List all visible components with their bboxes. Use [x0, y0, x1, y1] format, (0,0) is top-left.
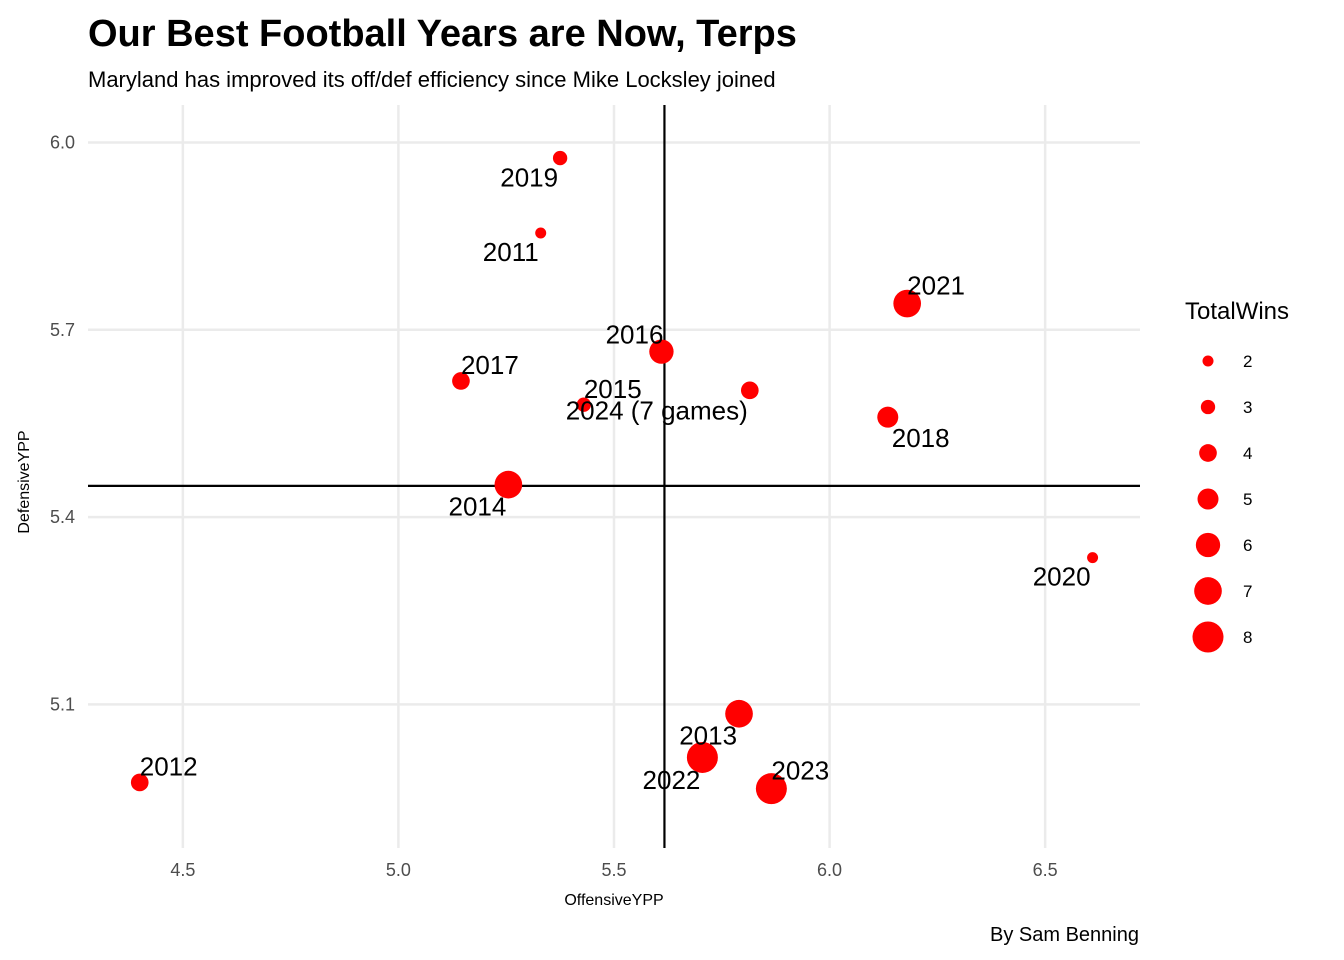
y-axis-title: DefensiveYPP: [16, 430, 33, 533]
legend-label: 8: [1243, 628, 1252, 647]
x-tick-label: 6.0: [817, 860, 842, 880]
data-point: [755, 773, 787, 805]
y-tick-label: 5.7: [50, 320, 75, 340]
legend-label: 2: [1243, 352, 1252, 371]
legend-key: [1195, 532, 1221, 558]
reference-lines: [88, 105, 1140, 848]
y-axis-ticks: 5.1 5.4 5.7 6.0: [50, 132, 75, 714]
point-label: 2016: [606, 319, 664, 349]
point-label: 2019: [500, 163, 558, 193]
legend-label: 3: [1243, 398, 1252, 417]
data-point: [686, 741, 718, 773]
data-points: [130, 150, 1099, 805]
x-axis-ticks: 4.5 5.0 5.5 6.0 6.5: [170, 860, 1057, 880]
legend-title: TotalWins: [1185, 298, 1289, 325]
legend-label: 6: [1243, 536, 1252, 555]
legend-key: [1197, 488, 1219, 510]
legend-key: [1200, 399, 1216, 415]
point-label: 2018: [892, 423, 950, 453]
point-label: 2011: [483, 237, 539, 267]
chart-caption: By Sam Benning: [990, 924, 1139, 946]
point-label: 2014: [449, 491, 507, 521]
legend-key: [1194, 577, 1222, 605]
data-point: [649, 339, 674, 364]
grid-lines: [88, 105, 1140, 848]
data-point: [725, 699, 753, 728]
x-axis-title: OffensiveYPP: [564, 892, 663, 909]
legend-label: 5: [1243, 490, 1252, 509]
legend-key: [1199, 444, 1217, 462]
chart-title: Our Best Football Years are Now, Terps: [88, 13, 797, 55]
legend-label: 7: [1243, 582, 1252, 601]
data-point: [535, 227, 547, 239]
data-point: [576, 397, 591, 412]
data-point: [452, 372, 470, 390]
point-label: 2012: [140, 751, 198, 781]
data-point: [1087, 552, 1099, 564]
legend-key: [1192, 621, 1224, 653]
data-point: [893, 289, 922, 318]
x-tick-label: 5.0: [386, 860, 411, 880]
y-tick-label: 6.0: [50, 132, 75, 152]
x-tick-label: 6.5: [1033, 860, 1058, 880]
y-tick-label: 5.4: [50, 507, 75, 527]
point-labels: 2011 2012 2013 2014 2015 2016 2017 2018 2019 2020…: [140, 163, 1091, 795]
size-legend: TotalWins 2 3 4 5 6 7 8: [1185, 298, 1289, 653]
point-label: 2015: [584, 374, 642, 404]
chart-subtitle: Maryland has improved its off/def effici…: [88, 67, 776, 92]
point-label: 2024 (7 games): [566, 395, 748, 425]
x-tick-label: 4.5: [170, 860, 195, 880]
legend-key: [1202, 355, 1214, 367]
legend-items: 2 3 4 5 6 7 8: [1192, 352, 1252, 653]
legend-label: 4: [1243, 444, 1252, 463]
point-label: 2023: [771, 755, 829, 785]
point-label: 2020: [1033, 562, 1091, 592]
x-tick-label: 5.5: [601, 860, 626, 880]
data-point: [877, 406, 899, 428]
point-label: 2021: [907, 271, 965, 301]
y-tick-label: 5.1: [50, 694, 75, 714]
data-point: [130, 773, 149, 792]
point-label: 2013: [679, 721, 737, 751]
data-point: [740, 381, 759, 400]
data-point: [552, 150, 568, 166]
point-label: 2017: [461, 350, 519, 380]
data-point: [494, 470, 523, 499]
point-label: 2022: [643, 765, 701, 795]
plot-panel: 2011 2012 2013 2014 2015 2016 2017 2018 2019 2020…: [88, 105, 1140, 848]
